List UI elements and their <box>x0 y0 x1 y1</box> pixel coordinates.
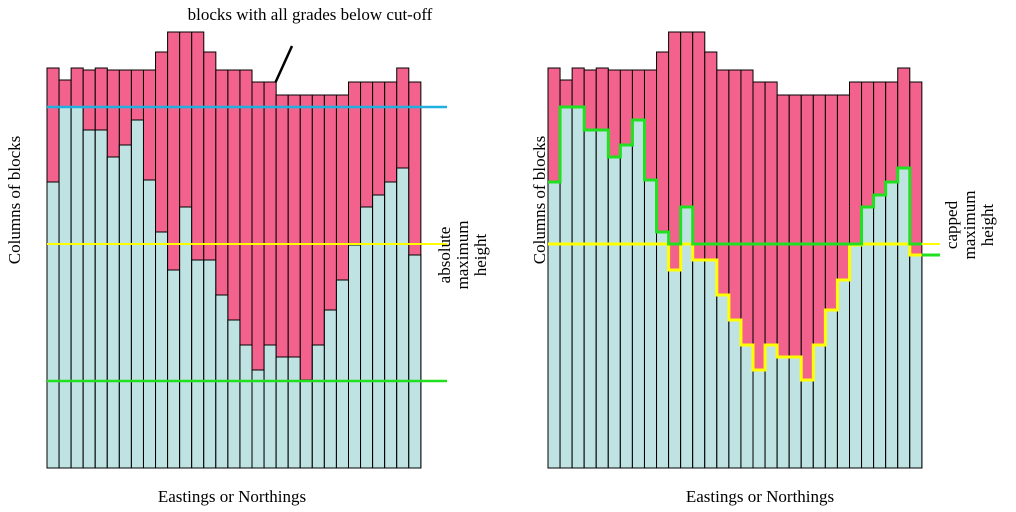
column-lower <box>263 344 277 469</box>
column-lower <box>619 144 633 469</box>
column-lower <box>372 194 386 469</box>
side-label: maximum <box>453 221 472 290</box>
column-lower <box>94 129 108 469</box>
column-lower <box>348 244 362 469</box>
column-lower <box>130 119 144 469</box>
column-lower <box>607 156 621 469</box>
column-lower <box>46 181 60 469</box>
column-lower <box>251 369 265 469</box>
y-label: Columns of blocks <box>530 136 549 264</box>
column-lower <box>752 369 766 469</box>
side-label: maximum <box>960 191 979 260</box>
column-lower <box>227 319 241 469</box>
column-lower <box>643 179 658 469</box>
column-lower <box>680 206 694 469</box>
column-lower <box>571 106 585 469</box>
x-label: Eastings or Northings <box>158 487 306 506</box>
x-label: Eastings or Northings <box>686 487 834 506</box>
column-lower <box>323 309 337 469</box>
column-lower <box>275 356 289 469</box>
column-lower <box>239 344 253 469</box>
column-lower <box>788 356 802 469</box>
column-lower <box>360 206 374 469</box>
column-lower <box>191 259 205 469</box>
column-lower <box>142 179 157 469</box>
column-lower <box>668 269 682 469</box>
y-label: Columns of blocks <box>5 136 24 264</box>
column-lower <box>692 259 706 469</box>
column-lower <box>740 344 754 469</box>
side-label: height <box>471 233 490 276</box>
column-lower <box>595 129 609 469</box>
column-lower <box>82 129 96 469</box>
column-lower <box>118 144 132 469</box>
column-lower <box>203 259 217 469</box>
column-lower <box>299 379 313 469</box>
column-lower <box>631 119 645 469</box>
annotation: blocks with all grades below cut-off <box>188 5 433 24</box>
column-lower <box>311 344 325 469</box>
column-lower <box>287 356 301 469</box>
column-lower <box>408 254 422 469</box>
column-lower <box>396 167 410 469</box>
column-lower <box>547 181 561 469</box>
column-lower <box>885 181 899 469</box>
column-lower <box>716 294 730 469</box>
column-lower <box>728 319 742 469</box>
column-lower <box>861 206 875 469</box>
column-lower <box>800 379 814 469</box>
column-lower <box>704 259 718 469</box>
column-lower <box>812 344 826 469</box>
column-lower <box>106 156 120 469</box>
profile <box>548 105 922 246</box>
column-lower <box>776 356 790 469</box>
column-lower <box>909 254 923 469</box>
column-lower <box>335 279 350 469</box>
column-lower <box>167 269 181 469</box>
column-lower <box>155 231 169 469</box>
column-lower <box>764 344 778 469</box>
panel-left <box>46 31 447 469</box>
column-lower <box>583 129 597 469</box>
column-lower <box>179 206 193 469</box>
panel-right <box>547 31 940 469</box>
column-lower <box>849 244 863 469</box>
column-lower <box>70 106 84 469</box>
column-lower <box>836 279 851 469</box>
side-label: absolute <box>435 227 454 284</box>
side-label: capped <box>942 200 961 249</box>
column-lower <box>873 194 887 469</box>
column-lower <box>824 309 838 469</box>
column-lower <box>559 106 573 469</box>
column-lower <box>656 231 670 469</box>
column-lower <box>384 181 398 469</box>
column-lower <box>897 167 911 469</box>
column-lower <box>58 106 72 469</box>
side-label: height <box>978 203 997 246</box>
